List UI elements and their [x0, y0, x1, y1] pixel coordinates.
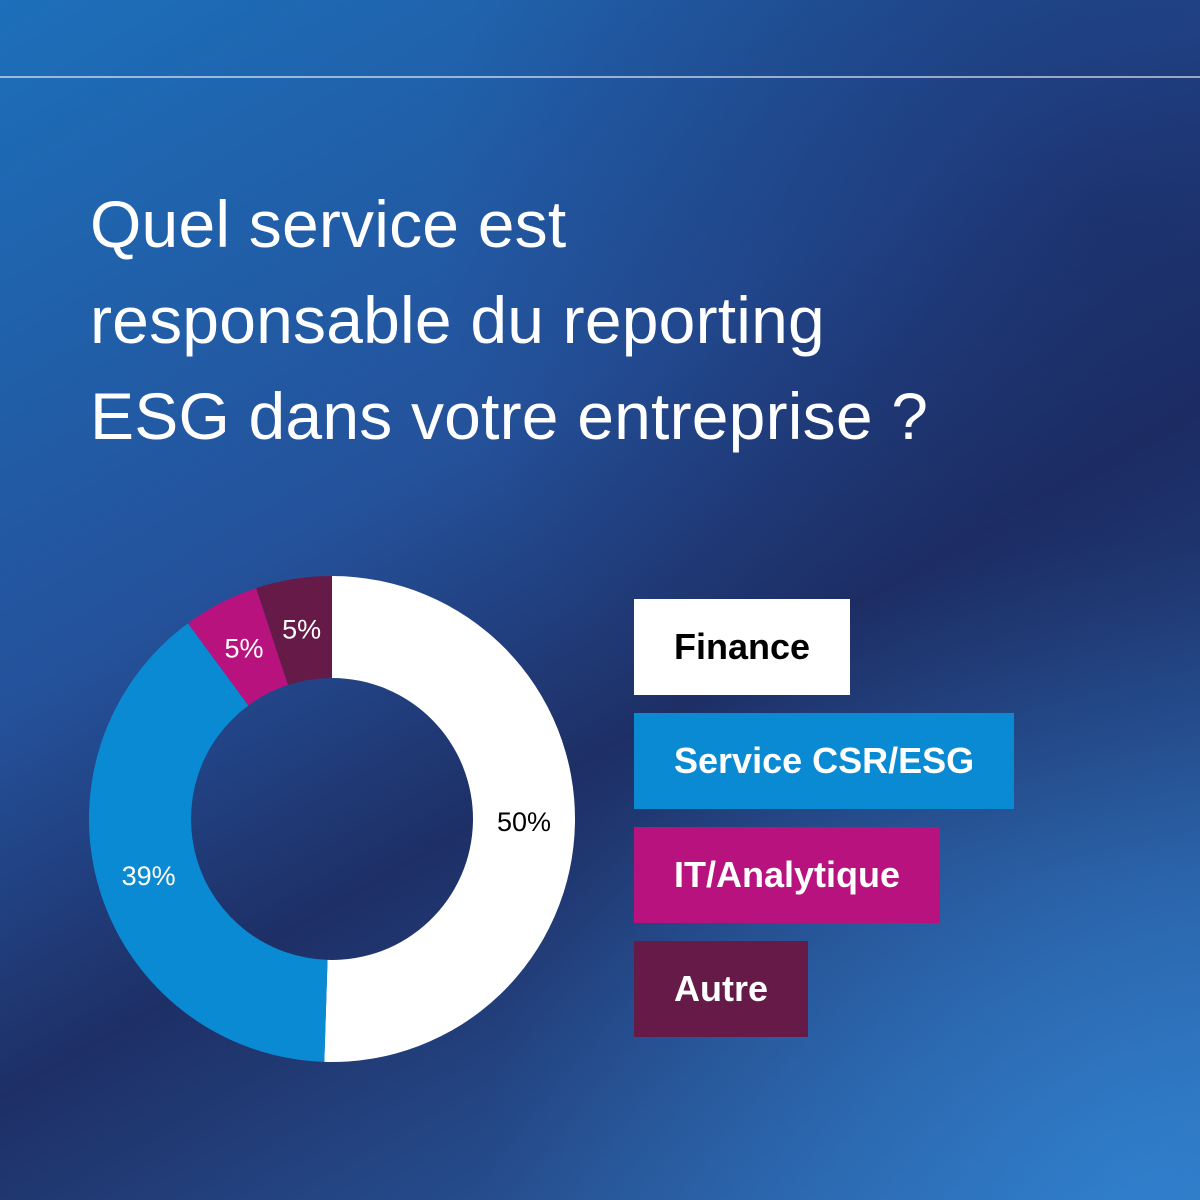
- question-line-1: Quel service est: [90, 187, 567, 261]
- question-title: Quel service est responsable du reportin…: [90, 176, 1150, 464]
- question-line-2: responsable du reporting: [90, 283, 825, 357]
- slice-label-finance: 50%: [497, 807, 551, 837]
- legend-item-finance: Finance: [634, 599, 851, 695]
- legend-item-autre: Autre: [634, 941, 809, 1037]
- donut-slice-finance: [324, 576, 576, 1062]
- slice-label-it-analytique: 5%: [225, 633, 264, 663]
- legend-item-it-analytique: IT/Analytique: [634, 827, 941, 923]
- slice-label-service-csr-esg: 39%: [122, 861, 176, 891]
- slice-label-autre: 5%: [282, 614, 321, 644]
- donut-slice-service-csr-esg: [88, 623, 328, 1062]
- legend-item-service-csr-esg: Service CSR/ESG: [634, 713, 1015, 809]
- donut-slice-it-analytique: [187, 588, 289, 706]
- top-divider: [0, 76, 1200, 78]
- donut-slice-autre: [256, 576, 332, 686]
- question-line-3: ESG dans votre entreprise ?: [90, 379, 929, 453]
